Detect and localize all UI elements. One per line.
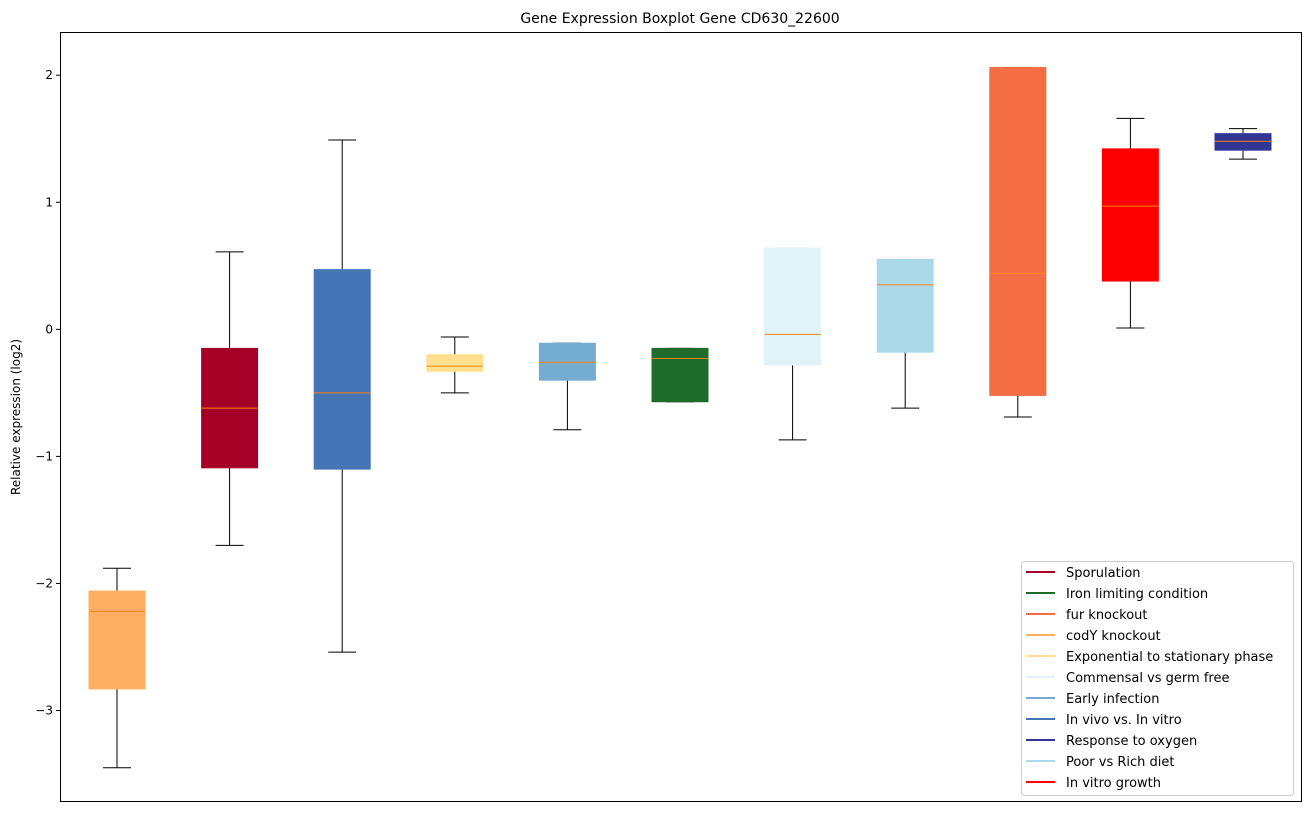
- box-body: [1214, 133, 1272, 151]
- plot-frame: [60, 32, 1302, 802]
- box-body: [88, 590, 146, 690]
- box-iron-limiting-condition: [651, 347, 709, 403]
- box-response-to-oxygen: [1214, 128, 1272, 160]
- legend-label: Exponential to stationary phase: [1066, 650, 1273, 665]
- legend: Sporulation Iron limiting condition fur kn…: [1021, 561, 1294, 796]
- legend-label: In vivo vs. In vitro: [1066, 713, 1182, 728]
- y-tick-label: −1: [35, 449, 53, 463]
- box-body: [651, 347, 709, 403]
- y-tick-label: −2: [35, 576, 53, 590]
- legend-label: In vitro growth: [1066, 776, 1161, 791]
- box-body: [538, 342, 596, 381]
- box-body: [764, 247, 822, 366]
- legend-label: codY knockout: [1066, 629, 1161, 644]
- legend-label: Early infection: [1066, 692, 1159, 707]
- y-tick-label: −3: [35, 704, 53, 718]
- box-body: [989, 67, 1047, 396]
- box-poor-vs-rich-diet: [876, 258, 934, 409]
- legend-label: Commensal vs germ free: [1066, 671, 1229, 686]
- y-tick-label: 0: [45, 322, 53, 336]
- box-exponential-to-stationary-phase: [426, 336, 484, 394]
- chart-title: Gene Expression Boxplot Gene CD630_22600: [520, 11, 839, 27]
- box-sporulation: [201, 251, 259, 546]
- box-body: [1101, 148, 1159, 282]
- box-commensal-vs-germ-free: [764, 247, 822, 441]
- y-tick-label: 1: [45, 195, 53, 209]
- box-body: [426, 354, 484, 372]
- legend-label: Sporulation: [1066, 566, 1141, 581]
- legend-label: Iron limiting condition: [1066, 587, 1208, 602]
- legend-label: Response to oxygen: [1066, 734, 1197, 749]
- legend-frame: [1021, 561, 1294, 796]
- box-early-infection: [538, 342, 596, 431]
- box-body: [313, 269, 371, 470]
- box-fur-knockout: [989, 67, 1047, 418]
- box-in-vivo-vs-in-vitro: [313, 139, 371, 653]
- y-tick-label: 2: [45, 68, 53, 82]
- box-in-vitro-growth: [1101, 117, 1159, 329]
- legend-label: Poor vs Rich diet: [1066, 755, 1174, 770]
- legend-label: fur knockout: [1066, 608, 1148, 623]
- box-cody-knockout: [88, 567, 146, 769]
- box-body: [876, 258, 934, 353]
- y-axis-label: Relative expression (log2): [9, 339, 23, 495]
